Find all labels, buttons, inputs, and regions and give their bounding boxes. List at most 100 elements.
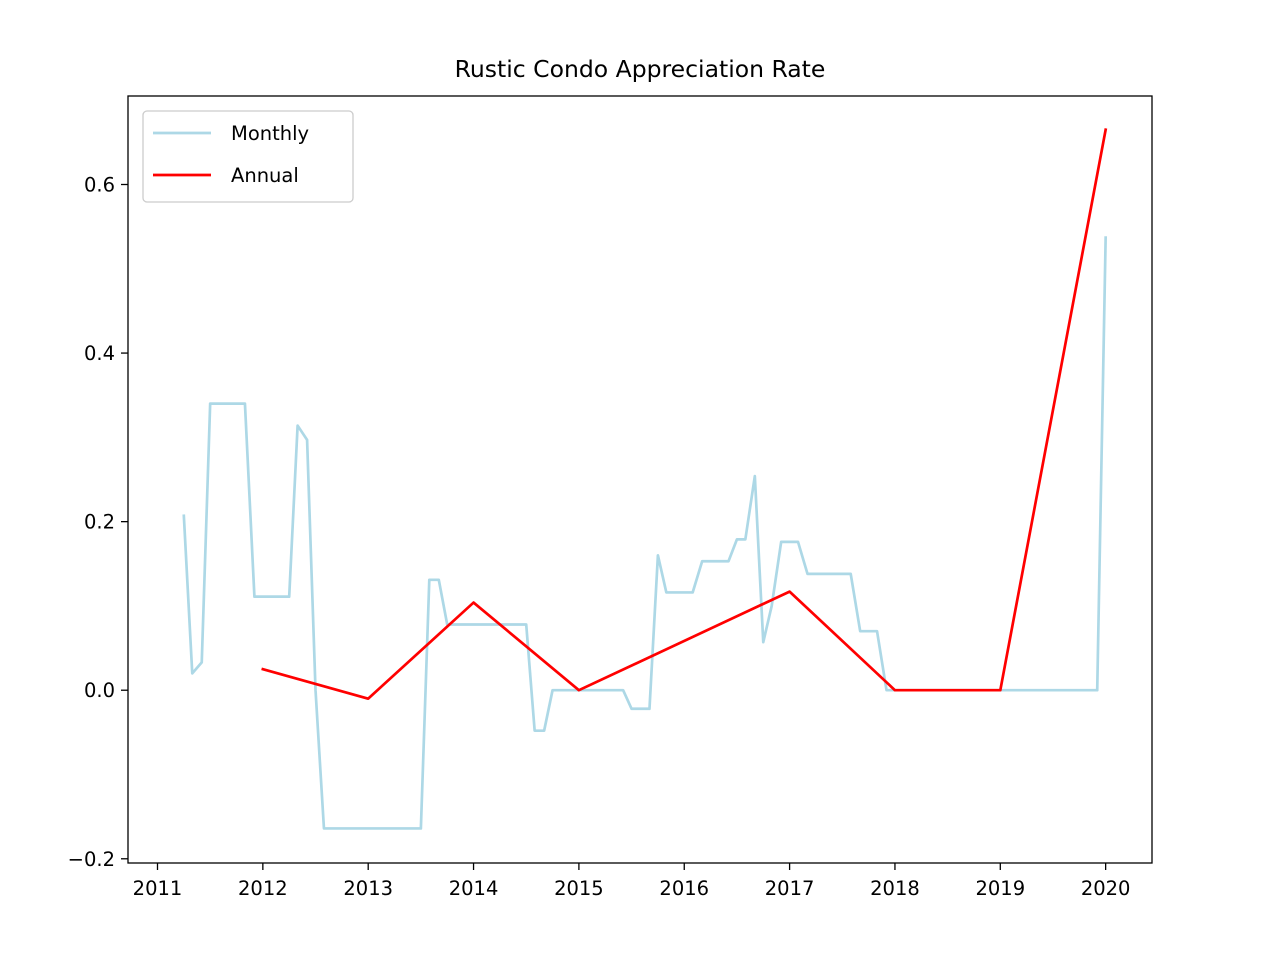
data-point-monthly-72 <box>815 573 817 575</box>
data-point-monthly-59 <box>701 560 703 562</box>
data-point-monthly-14 <box>306 439 308 441</box>
data-point-annual-2 <box>473 602 475 604</box>
data-point-monthly-18 <box>341 827 343 829</box>
data-point-monthly-71 <box>807 573 809 575</box>
data-point-monthly-60 <box>710 560 712 562</box>
legend-label-annual: Annual <box>231 164 299 187</box>
data-point-monthly-63 <box>736 538 738 540</box>
data-point-monthly-49 <box>613 689 615 691</box>
data-point-monthly-39 <box>525 623 527 625</box>
data-point-monthly-47 <box>596 689 598 691</box>
data-point-monthly-33 <box>473 623 475 625</box>
data-point-annual-0 <box>262 668 264 670</box>
data-point-monthly-9 <box>262 596 264 598</box>
data-point-monthly-83 <box>1096 689 1098 691</box>
data-point-monthly-34 <box>481 623 483 625</box>
y-tick-label-3: 0.4 <box>84 342 115 365</box>
data-point-monthly-68 <box>780 541 782 543</box>
data-point-monthly-65 <box>754 475 756 477</box>
data-point-monthly-12 <box>288 596 290 598</box>
data-point-monthly-23 <box>385 827 387 829</box>
data-point-monthly-69 <box>789 541 791 543</box>
data-point-monthly-54 <box>657 554 659 556</box>
data-point-monthly-44 <box>569 689 571 691</box>
data-point-monthly-5 <box>227 403 229 405</box>
data-point-monthly-56 <box>675 591 677 593</box>
data-point-monthly-31 <box>455 623 457 625</box>
data-point-monthly-37 <box>507 623 509 625</box>
y-axis: −0.2 0.0 0.2 0.4 0.6 <box>68 174 128 871</box>
data-point-monthly-76 <box>850 573 852 575</box>
data-point-annual-6 <box>999 689 1001 691</box>
data-point-monthly-20 <box>359 827 361 829</box>
data-point-monthly-77 <box>859 630 861 632</box>
data-point-monthly-42 <box>552 689 554 691</box>
data-point-monthly-28 <box>428 579 430 581</box>
data-point-monthly-55 <box>665 591 667 593</box>
data-point-monthly-74 <box>833 573 835 575</box>
chart-title: Rustic Condo Appreciation Rate <box>455 55 826 83</box>
series-monthly <box>182 236 1108 830</box>
data-point-monthly-50 <box>622 689 624 691</box>
data-point-monthly-41 <box>543 730 545 732</box>
data-point-monthly-43 <box>560 689 562 691</box>
data-point-monthly-7 <box>244 403 246 405</box>
data-point-monthly-2 <box>201 661 203 663</box>
y-tick-label-0: −0.2 <box>68 848 115 871</box>
data-point-monthly-62 <box>727 560 729 562</box>
data-point-monthly-53 <box>648 708 650 710</box>
data-point-annual-7 <box>1105 129 1107 131</box>
data-point-annual-1 <box>367 698 369 700</box>
data-point-monthly-16 <box>323 827 325 829</box>
data-point-monthly-48 <box>604 689 606 691</box>
x-tick-label-2017: 2017 <box>765 877 815 900</box>
data-point-monthly-3 <box>209 403 211 405</box>
legend-label-monthly: Monthly <box>231 122 309 145</box>
data-point-monthly-70 <box>797 541 799 543</box>
data-point-monthly-10 <box>270 596 272 598</box>
series-line-monthly <box>182 236 1108 830</box>
data-point-annual-4 <box>789 591 791 593</box>
x-tick-label-2019: 2019 <box>975 877 1025 900</box>
x-axis: 2011 2012 2013 2014 2015 2016 2017 2018 2019 2020 <box>133 863 1130 900</box>
x-tick-label-2018: 2018 <box>870 877 920 900</box>
data-point-monthly-32 <box>464 623 466 625</box>
series-line-annual <box>261 128 1108 700</box>
data-point-monthly-29 <box>438 579 440 581</box>
data-point-monthly-17 <box>332 827 334 829</box>
data-point-monthly-67 <box>771 605 773 607</box>
data-point-monthly-79 <box>876 630 878 632</box>
data-point-monthly-21 <box>367 827 369 829</box>
data-point-monthly-22 <box>376 827 378 829</box>
y-tick-label-1: 0.0 <box>84 679 115 702</box>
y-tick-label-4: 0.6 <box>84 174 115 197</box>
data-point-monthly-19 <box>349 827 351 829</box>
data-point-monthly-78 <box>868 630 870 632</box>
data-point-monthly-57 <box>683 591 685 593</box>
data-point-monthly-25 <box>402 827 404 829</box>
data-point-monthly-8 <box>253 596 255 598</box>
data-point-monthly-15 <box>315 689 317 691</box>
data-point-monthly-58 <box>692 591 694 593</box>
x-tick-label-2014: 2014 <box>449 877 499 900</box>
y-tick-label-2: 0.2 <box>84 511 115 534</box>
x-tick-label-2015: 2015 <box>554 877 604 900</box>
data-point-monthly-35 <box>490 623 492 625</box>
data-point-monthly-73 <box>823 573 825 575</box>
data-point-monthly-6 <box>236 403 238 405</box>
x-tick-label-2011: 2011 <box>133 877 183 900</box>
data-point-monthly-61 <box>718 560 720 562</box>
data-point-monthly-4 <box>218 403 220 405</box>
data-point-monthly-1 <box>191 672 193 674</box>
data-point-monthly-40 <box>534 730 536 732</box>
legend: Monthly Annual <box>142 110 354 203</box>
data-point-monthly-24 <box>394 827 396 829</box>
data-point-monthly-64 <box>744 538 746 540</box>
data-point-monthly-80 <box>886 689 888 691</box>
data-point-monthly-46 <box>586 689 588 691</box>
data-point-monthly-38 <box>517 623 519 625</box>
series-layer <box>182 128 1108 830</box>
data-point-annual-3 <box>578 689 580 691</box>
plot-frame <box>127 95 1153 864</box>
